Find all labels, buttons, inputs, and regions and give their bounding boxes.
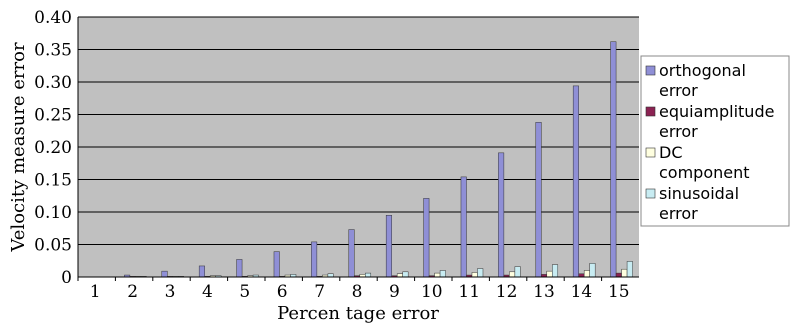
bar-1-7 — [311, 241, 318, 278]
x-tick-labels: 1 2 3 4 5 6 7 8 9 10 11 12 13 14 15 — [77, 277, 630, 302]
y-tick-label: 0.15 — [34, 171, 72, 191]
x-tick-label: 11 — [458, 282, 480, 302]
bar-1-13 — [535, 122, 542, 278]
bar-2-15 — [615, 272, 622, 278]
x-tick-label: 12 — [496, 282, 518, 302]
bar-4-13 — [552, 264, 559, 278]
bar-3-13 — [546, 270, 553, 278]
legend-label: error — [659, 122, 698, 141]
legend-label: error — [659, 81, 698, 100]
y-tick-label: 0.05 — [34, 236, 72, 256]
bar-1-4 — [198, 265, 205, 278]
legend-swatch — [645, 65, 656, 76]
legend-label: error — [659, 204, 698, 223]
x-tick-label: 7 — [314, 282, 325, 302]
bars-group — [124, 41, 633, 278]
bar-1-15 — [610, 41, 617, 278]
bar-3-15 — [621, 268, 628, 278]
x-tick-label: 4 — [202, 282, 213, 302]
legend-swatch — [645, 188, 656, 199]
bar-1-12 — [498, 152, 505, 278]
bar-4-10 — [439, 270, 446, 278]
bar-1-8 — [348, 229, 355, 278]
legend-label: orthogonal — [659, 61, 746, 80]
x-tick-label: 8 — [352, 282, 363, 302]
bar-4-8 — [365, 272, 372, 278]
legend-label: equiamplitude — [659, 102, 774, 121]
legend: orthogonalerrorequiamplitudeerrorDCcompo… — [640, 55, 790, 227]
bar-3-14 — [583, 270, 590, 278]
bar-3-10 — [434, 272, 441, 278]
x-tick-label: 10 — [421, 282, 443, 302]
legend-label: sinusoidal — [659, 184, 739, 203]
y-tick-label: 0.20 — [34, 138, 72, 158]
legend-swatch — [645, 106, 656, 117]
x-tick-label: 14 — [571, 282, 593, 302]
bar-4-15 — [626, 261, 633, 278]
y-axis-label: Velocity measure error — [8, 42, 29, 253]
legend-label: component — [659, 163, 750, 182]
bar-1-3 — [161, 270, 168, 278]
y-tick-label: 0.30 — [34, 73, 72, 93]
axes-group — [77, 17, 639, 278]
bar-1-11 — [460, 176, 467, 278]
x-tick-label: 9 — [389, 282, 400, 302]
gridlines — [78, 16, 639, 245]
bar-4-9 — [402, 271, 409, 278]
x-tick-label: 2 — [127, 282, 138, 302]
y-tick-label: 0 — [61, 268, 72, 288]
y-tick-label: 0.25 — [34, 106, 72, 126]
bar-4-14 — [589, 263, 596, 278]
x-tick-label: 3 — [165, 282, 176, 302]
bar-1-10 — [423, 198, 430, 278]
y-tick-labels: 0 0.05 0.10 0.15 0.20 0.25 0.30 0.35 0.40 — [34, 8, 72, 288]
y-tick-label: 0.35 — [34, 41, 72, 61]
x-tick-label: 6 — [277, 282, 288, 302]
legend-label: DC — [659, 143, 683, 162]
bar-1-5 — [236, 259, 243, 278]
bar-3-11 — [471, 272, 478, 278]
x-tick-label: 13 — [533, 282, 555, 302]
y-tick-label: 0.10 — [34, 203, 72, 223]
x-tick-label: 5 — [239, 282, 250, 302]
x-tick-label: 15 — [608, 282, 630, 302]
bar-4-11 — [477, 268, 484, 278]
legend-box — [640, 55, 790, 227]
x-tick-label: 1 — [90, 282, 101, 302]
bar-1-14 — [572, 85, 579, 278]
bar-1-9 — [385, 215, 392, 278]
legend-swatch — [645, 147, 656, 158]
x-axis-label: Percen tage error — [277, 303, 439, 324]
bar-3-12 — [509, 271, 516, 278]
bar-4-12 — [514, 266, 521, 278]
bar-1-6 — [273, 251, 280, 278]
y-tick-label: 0.40 — [34, 8, 72, 28]
